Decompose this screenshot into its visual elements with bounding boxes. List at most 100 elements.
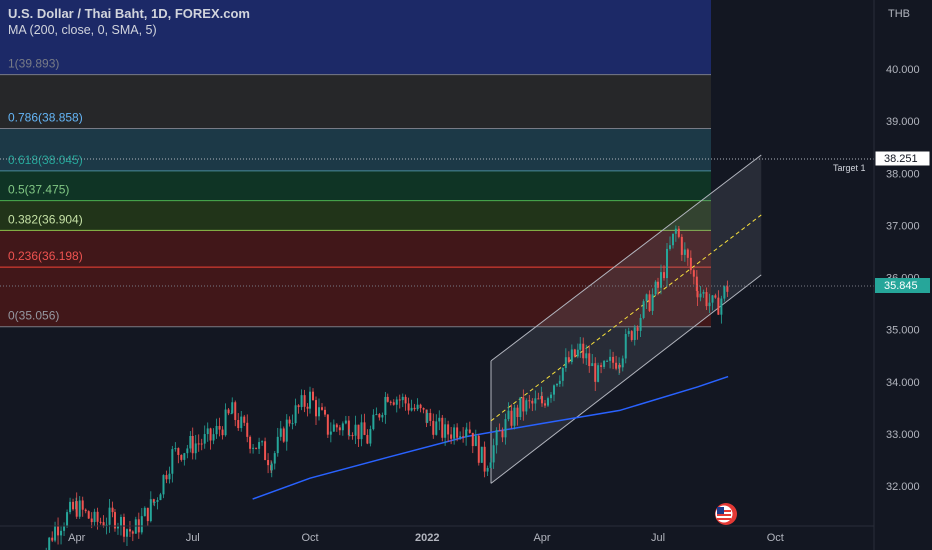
candle-body: [224, 409, 227, 436]
price-axis[interactable]: [874, 0, 932, 526]
fibonacci-retracement[interactable]: [0, 0, 711, 328]
candle-body: [246, 422, 249, 437]
candlestick-series: [45, 225, 729, 550]
candle-body: [582, 343, 585, 359]
candle-body: [375, 414, 378, 416]
candle-body: [326, 414, 329, 435]
candle-body: [186, 448, 189, 454]
candle-body: [465, 429, 468, 437]
candle-body: [570, 349, 573, 363]
candle-body: [63, 526, 66, 531]
candle-body: [149, 499, 152, 522]
candle-body: [335, 424, 338, 428]
candle-body: [603, 360, 606, 367]
candle-body: [695, 276, 698, 292]
candle-body: [165, 475, 168, 480]
candle-body: [357, 424, 360, 440]
candle-body: [561, 368, 564, 381]
chart-title: U.S. Dollar / Thai Baht, 1D, FOREX.com: [8, 6, 250, 21]
candle-body: [630, 331, 633, 340]
parallel-channel[interactable]: [490, 154, 762, 484]
candle-body: [702, 292, 705, 294]
candle-body: [221, 429, 224, 436]
candle-body: [621, 358, 624, 368]
candle-body: [191, 435, 194, 454]
time-tick-label: Apr: [533, 532, 550, 544]
candle-body: [550, 394, 552, 399]
candle-body: [279, 428, 282, 437]
us-flag-event-icon[interactable]: [715, 503, 737, 525]
candle-body: [140, 516, 143, 533]
candle-body: [525, 400, 528, 412]
candle-body: [60, 530, 63, 536]
candle-body: [90, 518, 93, 523]
candle-body: [705, 292, 708, 307]
candle-body: [398, 399, 401, 401]
candle-body: [258, 442, 261, 449]
target-text: Target 1: [833, 163, 866, 173]
candle-body: [429, 412, 432, 421]
candle-body: [57, 526, 60, 536]
candle-body: [243, 416, 246, 423]
fib-level-label: 0.786(38.858): [8, 111, 83, 125]
indicator-legend: MA (200, close, 0, SMA, 5): [8, 23, 157, 37]
candle-body: [519, 397, 522, 418]
candle-body: [348, 435, 351, 437]
candle-body: [384, 396, 387, 415]
moving-average-line: [252, 375, 729, 500]
candle-body: [600, 365, 603, 367]
candle-body: [264, 441, 267, 461]
candle-body: [78, 500, 81, 517]
candle-body: [547, 398, 549, 406]
candle-body: [312, 391, 314, 401]
fib-level-label: 0.236(36.198): [8, 249, 83, 263]
candle-body: [435, 421, 438, 435]
candle-body: [609, 356, 612, 361]
candle-body: [324, 409, 326, 415]
candle-body: [276, 436, 279, 454]
candle-body: [636, 327, 639, 331]
candle-body: [465, 429, 468, 431]
candle-body: [354, 424, 357, 436]
candle-body: [556, 383, 558, 386]
candle-body: [723, 286, 726, 299]
candle-body: [537, 398, 540, 400]
candle-body: [639, 317, 642, 331]
price-tick-label: 37.000: [886, 220, 920, 232]
candle-body: [651, 294, 654, 311]
candle-body: [498, 430, 501, 432]
candle-body: [252, 447, 255, 449]
candle-body: [249, 436, 252, 449]
candle-body: [156, 500, 159, 502]
channel-upper-line[interactable]: [490, 154, 762, 362]
candle-body: [669, 245, 671, 249]
candle-body: [159, 494, 162, 501]
channel-midline[interactable]: [490, 214, 762, 422]
candle-body: [413, 407, 416, 410]
candle-body: [102, 522, 105, 527]
fib-zone: [0, 230, 711, 268]
candle-body: [456, 427, 459, 438]
candle-body: [297, 405, 300, 408]
candle-body: [714, 295, 717, 298]
candle-body: [99, 521, 102, 523]
candle-body: [267, 460, 270, 466]
candle-body: [93, 511, 96, 523]
candle-body: [372, 414, 375, 430]
candle-body: [122, 516, 125, 537]
channel-lower-line[interactable]: [490, 274, 762, 484]
candle-body: [624, 334, 627, 359]
candle-body: [558, 380, 561, 384]
time-tick-label: 2022: [415, 532, 439, 544]
candle-body: [174, 448, 177, 450]
candle-body: [171, 449, 174, 474]
fibonacci-labels: 1(39.893) 0.786(38.858) 0.618(38.045) 0.5(3…: [8, 57, 83, 323]
candle-body: [209, 428, 212, 441]
fib-level-label: 0.5(37.475): [8, 183, 69, 197]
price-tick-label: 35.000: [886, 325, 920, 337]
candle-body: [666, 248, 668, 279]
candle-body: [534, 398, 537, 404]
candle-body: [366, 434, 369, 444]
candle-body: [230, 413, 233, 415]
